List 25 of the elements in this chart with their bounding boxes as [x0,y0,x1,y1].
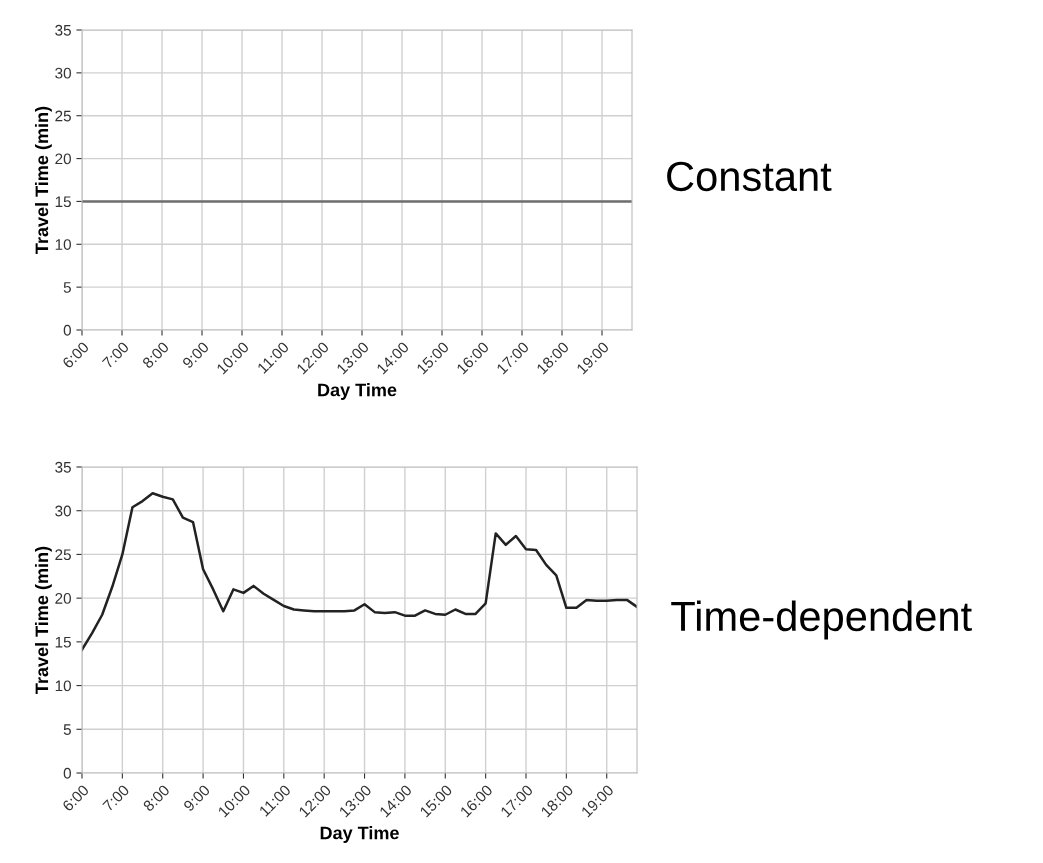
y-tick-label: 15 [55,196,71,208]
y-tick-label: 35 [55,24,71,36]
y-tick-label: 20 [55,593,71,604]
y-tick-label: 30 [55,67,71,79]
y-tick-label: 0 [63,767,71,779]
y-tick-label: 5 [63,724,71,735]
y-axis-title: Travel Time (min) [34,546,52,694]
y-axis-title: Travel Time (min) [34,106,52,254]
y-tick-label: 5 [63,282,71,293]
y-tick-label: 25 [55,110,71,122]
y-tick-label: 30 [55,505,71,517]
x-axis-title: Day Time [318,383,397,400]
y-tick-label: 15 [55,636,71,648]
text: Time-dependent [671,600,972,640]
x-axis-title: Day Time [320,826,399,843]
y-tick-label: 10 [55,680,71,692]
y-tick-label: 10 [55,239,71,250]
text: Constant [667,161,832,192]
y-tick-label: 0 [63,324,71,336]
x-tick-label: 7:00 [101,341,130,369]
x-tick-label: 7:00 [102,784,130,812]
y-tick-label: 35 [55,461,71,473]
y-tick-label: 20 [55,153,71,165]
line-series [82,491,637,651]
y-tick-label: 25 [55,549,71,561]
